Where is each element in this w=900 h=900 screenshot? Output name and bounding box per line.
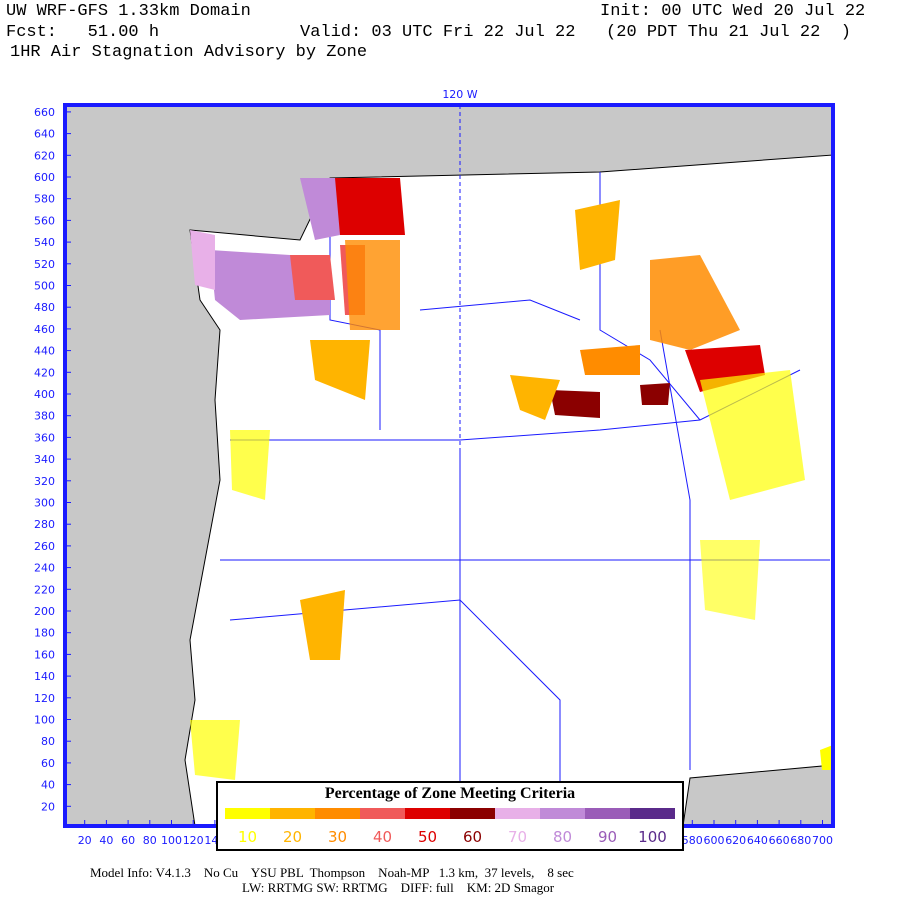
y-tick-label: 160 (34, 648, 55, 661)
y-tick-label: 580 (34, 193, 55, 206)
y-tick-label: 440 (34, 345, 55, 358)
legend-label: 80 (553, 828, 572, 846)
valid-time: Valid: 03 UTC Fri 22 Jul 22 (20 PDT Thu … (300, 23, 851, 42)
y-tick-label: 540 (34, 236, 55, 249)
y-tick-label: 300 (34, 497, 55, 510)
legend-label: 60 (463, 828, 482, 846)
legend-title: Percentage of Zone Meeting Criteria (325, 785, 575, 802)
y-tick-label: 80 (41, 735, 55, 748)
y-tick-label: 560 (34, 214, 55, 227)
y-tick-label: 120 (34, 692, 55, 705)
y-tick-label: 380 (34, 410, 55, 423)
legend-swatch (360, 808, 405, 819)
legend-swatch (540, 808, 585, 819)
physics-info: LW: RRTMG SW: RRTMG DIFF: full KM: 2D Sm… (242, 880, 555, 895)
y-tick-label: 660 (34, 106, 55, 119)
y-tick-label: 460 (34, 323, 55, 336)
y-tick-label: 280 (34, 518, 55, 531)
y-tick-label: 620 (34, 149, 55, 162)
x-tick-label: 600 (704, 834, 725, 847)
y-tick-label: 20 (41, 800, 55, 813)
header-title: UW WRF-GFS 1.33km Domain (6, 2, 251, 21)
x-tick-label: 20 (78, 834, 92, 847)
y-tick-label: 420 (34, 366, 55, 379)
y-tick-label: 600 (34, 171, 55, 184)
x-tick-label: 60 (121, 834, 135, 847)
y-tick-label: 60 (41, 757, 55, 770)
legend-label: 100 (638, 828, 667, 846)
x-tick-label: 700 (812, 834, 833, 847)
y-tick-label: 480 (34, 301, 55, 314)
legend-swatch (270, 808, 315, 819)
y-tick-label: 360 (34, 431, 55, 444)
x-tick-label: 80 (143, 834, 157, 847)
legend-label: 20 (283, 828, 302, 846)
y-tick-label: 200 (34, 605, 55, 618)
legend-swatch (405, 808, 450, 819)
x-tick-label: 40 (99, 834, 113, 847)
legend-swatch (225, 808, 270, 819)
model-info: Model Info: V4.1.3 No Cu YSU PBL Thompso… (90, 865, 574, 880)
x-tick-label: 680 (790, 834, 811, 847)
legend-swatch (315, 808, 360, 819)
x-tick-label: 660 (769, 834, 790, 847)
advisory-patches (190, 178, 833, 780)
legend-label: 10 (238, 828, 257, 846)
product-name: 1HR Air Stagnation Advisory by Zone (10, 43, 368, 62)
y-tick-label: 240 (34, 562, 55, 575)
x-tick-label: 100 (161, 834, 182, 847)
legend-label: 50 (418, 828, 437, 846)
y-tick-label: 400 (34, 388, 55, 401)
y-tick-label: 40 (41, 779, 55, 792)
meridian-label: 120 W (442, 88, 477, 101)
y-tick-label: 340 (34, 453, 55, 466)
y-tick-label: 640 (34, 128, 55, 141)
x-tick-label: 640 (747, 834, 768, 847)
y-tick-label: 100 (34, 714, 55, 727)
y-tick-label: 320 (34, 475, 55, 488)
y-tick-label: 260 (34, 540, 55, 553)
legend-swatch (585, 808, 630, 819)
legend-swatch (495, 808, 540, 819)
forecast-hour: Fcst: 51.00 h (6, 23, 160, 42)
x-tick-label: 620 (725, 834, 746, 847)
y-tick-label: 500 (34, 280, 55, 293)
x-tick-label: 120 (183, 834, 204, 847)
y-tick-label: 140 (34, 670, 55, 683)
x-tick-label: 580 (682, 834, 703, 847)
legend-label: 70 (508, 828, 527, 846)
legend-swatch (450, 808, 495, 819)
y-tick-label: 520 (34, 258, 55, 271)
y-tick-label: 220 (34, 583, 55, 596)
legend-label: 30 (328, 828, 347, 846)
legend-label: 90 (598, 828, 617, 846)
init-time: Init: 00 UTC Wed 20 Jul 22 (600, 2, 866, 21)
legend-swatch (630, 808, 675, 819)
legend-label: 40 (373, 828, 392, 846)
y-tick-label: 180 (34, 627, 55, 640)
